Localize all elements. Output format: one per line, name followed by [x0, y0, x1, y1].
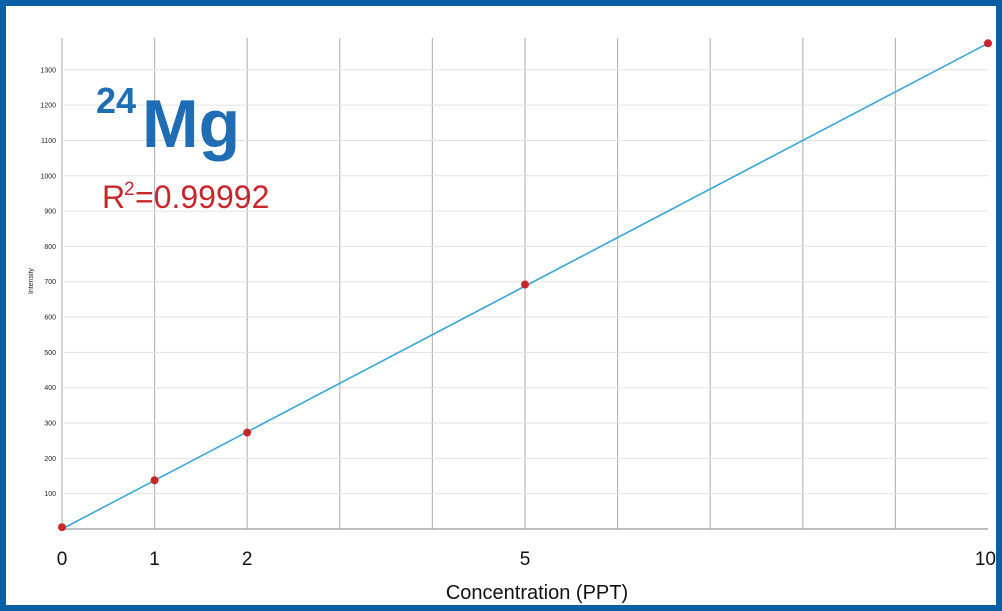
- y-tick-label: 1000: [40, 173, 56, 180]
- y-tick-label: 400: [44, 385, 56, 392]
- data-point: [521, 280, 529, 289]
- r-squared-annotation: R 2 =0.99992: [102, 179, 269, 215]
- y-axis-ticks: 100 200 300 400 500 600 700 800 900 1000 1100 1200 1…: [40, 67, 56, 498]
- x-tick-label: 0: [57, 549, 68, 570]
- y-tick-label: 500: [44, 350, 56, 357]
- y-tick-label: 1100: [41, 138, 56, 145]
- y-tick-label: 200: [44, 456, 56, 463]
- x-tick-label: 10: [975, 549, 996, 570]
- data-point: [58, 523, 66, 532]
- y-tick-label: 1200: [40, 103, 56, 110]
- y-tick-label: 100: [44, 491, 56, 498]
- grid: [61, 38, 988, 529]
- r-squared-superscript: 2: [124, 179, 135, 200]
- x-axis-label: Concentration (PPT): [446, 582, 628, 604]
- data-points: [58, 39, 992, 532]
- r-squared-prefix: R: [102, 179, 125, 215]
- isotope-label: 24 Mg: [96, 80, 240, 162]
- x-tick-label: 5: [520, 549, 531, 570]
- isotope-element: Mg: [142, 86, 240, 162]
- y-tick-label: 1300: [40, 67, 56, 74]
- y-tick-label: 300: [44, 421, 56, 428]
- x-axis-ticks: 0 1 2 5 10: [57, 549, 996, 570]
- x-tick-label: 2: [242, 549, 253, 570]
- data-point: [243, 428, 252, 437]
- y-tick-label: 700: [44, 279, 56, 286]
- y-tick-label: 600: [44, 315, 56, 322]
- data-point: [984, 39, 992, 48]
- data-point: [150, 476, 159, 485]
- isotope-mass-number: 24: [96, 80, 136, 121]
- r-squared-value: =0.99992: [135, 179, 269, 215]
- x-tick-label: 1: [149, 549, 160, 570]
- y-tick-label: 800: [44, 244, 56, 251]
- y-tick-label: 900: [44, 209, 56, 216]
- y-axis-label: Intensity: [28, 267, 35, 294]
